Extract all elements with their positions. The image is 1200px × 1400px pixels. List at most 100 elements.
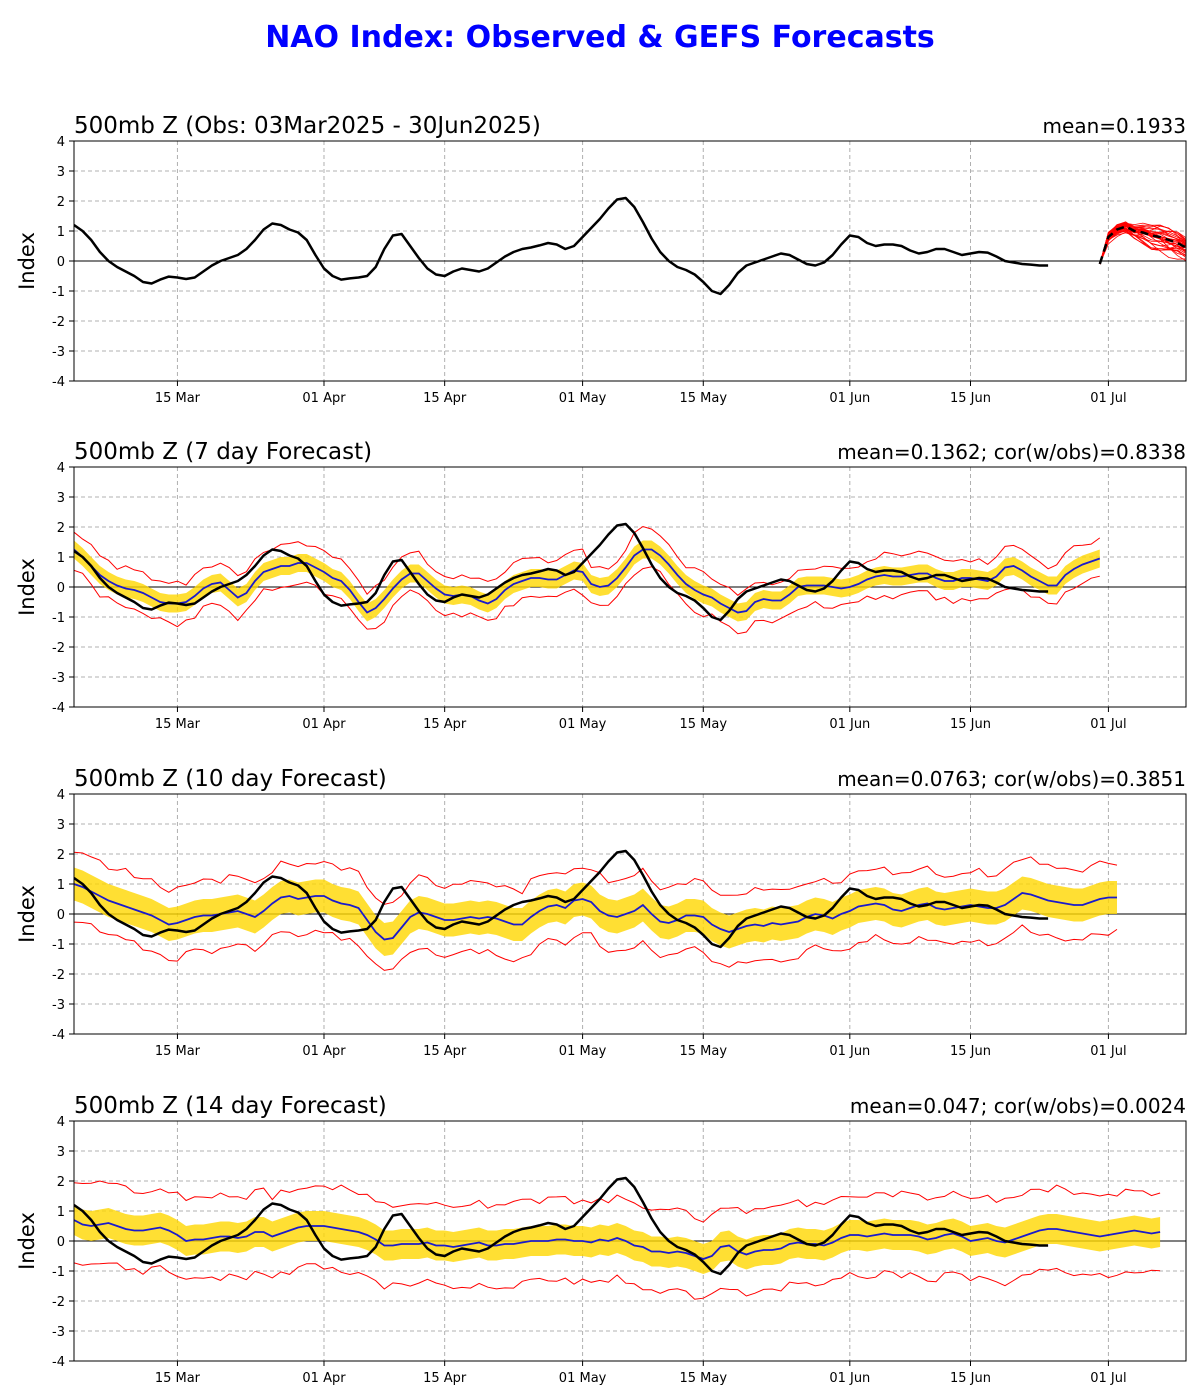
y-tick-label: 0 [57, 908, 65, 923]
ensemble-member-line [1099, 231, 1186, 265]
y-tick-label: -4 [52, 375, 65, 390]
y-tick-label: 2 [57, 521, 65, 536]
x-tick-label: 01 Apr [302, 717, 346, 732]
y-axis-label: Index [15, 1212, 39, 1270]
y-tick-label: -1 [52, 611, 65, 626]
x-tick-label: 01 May [559, 391, 607, 406]
y-tick-label: 4 [57, 1115, 65, 1130]
x-tick-label: 01 Jun [829, 1044, 870, 1059]
y-tick-label: 3 [57, 1145, 65, 1160]
panel-title: 500mb Z (Obs: 03Mar2025 - 30Jun2025) [74, 113, 541, 139]
y-tick-label: 0 [57, 1235, 65, 1250]
y-tick-label: 1 [57, 551, 65, 566]
observed-line [74, 1176, 1049, 1276]
ensemble-member-line [1099, 226, 1186, 265]
y-tick-label: -2 [52, 315, 65, 330]
spread-band [74, 540, 1100, 622]
x-tick-label: 15 Jun [950, 1044, 991, 1059]
ensemble-member-line [1099, 222, 1186, 265]
x-tick-label: 15 May [679, 717, 727, 732]
spread-band [74, 1205, 1161, 1274]
y-tick-label: 4 [57, 461, 65, 476]
y-tick-label: 4 [57, 788, 65, 803]
y-tick-label: 3 [57, 818, 65, 833]
panel-title: 500mb Z (14 day Forecast) [74, 1093, 387, 1119]
x-tick-label: 01 Apr [302, 391, 346, 406]
panel-frame [73, 1120, 1187, 1362]
plot-area [74, 196, 1186, 296]
x-tick-label: 15 Apr [423, 717, 467, 732]
panel-title: 500mb Z (7 day Forecast) [74, 439, 372, 465]
x-tick-label: 15 Jun [950, 717, 991, 732]
y-axis-label: Index [15, 885, 39, 943]
y-tick-label: 0 [57, 255, 65, 270]
y-tick-label: 3 [57, 165, 65, 180]
y-tick-label: 2 [57, 1175, 65, 1190]
y-tick-label: -3 [52, 1325, 65, 1340]
y-tick-label: -2 [52, 641, 65, 656]
panel-title: 500mb Z (10 day Forecast) [74, 766, 387, 792]
x-tick-label: 01 Jun [829, 717, 870, 732]
ensemble-member-line [1099, 229, 1186, 265]
y-tick-label: -3 [52, 345, 65, 360]
panel-3: 500mb Z (10 day Forecast) mean=0.0763; co… [15, 766, 1187, 1059]
y-tick-label: -1 [52, 285, 65, 300]
y-tick-label: -3 [52, 671, 65, 686]
panel-stat: mean=0.1933 [1043, 114, 1186, 138]
x-tick-label: 01 Jul [1090, 1371, 1126, 1386]
y-tick-label: -1 [52, 938, 65, 953]
x-tick-label: 01 Jul [1090, 1044, 1126, 1059]
envelope-min-line [74, 1262, 1161, 1300]
x-tick-label: 15 Apr [423, 1044, 467, 1059]
y-tick-label: 2 [57, 195, 65, 210]
x-tick-label: 15 May [679, 391, 727, 406]
observed-line [74, 196, 1049, 296]
ensemble-member-line [1099, 222, 1186, 265]
y-tick-label: -4 [52, 1028, 65, 1043]
y-tick-label: -2 [52, 1295, 65, 1310]
y-tick-label: -4 [52, 701, 65, 716]
observed-line [74, 522, 1049, 622]
x-tick-label: 15 Apr [423, 1371, 467, 1386]
envelope-min-line [74, 566, 1100, 635]
panel-stat: mean=0.047; cor(w/obs)=0.0024 [850, 1094, 1186, 1118]
x-tick-label: 15 Mar [155, 391, 201, 406]
y-tick-label: -3 [52, 998, 65, 1013]
y-tick-label: 1 [57, 878, 65, 893]
y-tick-label: -4 [52, 1355, 65, 1370]
forecast-mean-line [1098, 225, 1186, 265]
panel-4: 500mb Z (14 day Forecast) mean=0.047; cor… [15, 1093, 1187, 1386]
x-tick-label: 01 Apr [302, 1371, 346, 1386]
y-tick-label: 1 [57, 1205, 65, 1220]
x-tick-label: 15 Apr [423, 391, 467, 406]
y-tick-label: 0 [57, 581, 65, 596]
envelope-min-line [74, 921, 1118, 971]
panel-stat: mean=0.0763; cor(w/obs)=0.3851 [837, 767, 1186, 791]
y-tick-label: -2 [52, 968, 65, 983]
x-tick-label: 15 Jun [950, 391, 991, 406]
panel-1: 500mb Z (Obs: 03Mar2025 - 30Jun2025) mean… [15, 113, 1187, 406]
panel-frame [73, 140, 1187, 382]
x-tick-label: 01 Jun [829, 1371, 870, 1386]
x-tick-label: 01 Jul [1090, 391, 1126, 406]
ensemble-mean-line [74, 883, 1117, 941]
x-tick-label: 01 May [559, 1371, 607, 1386]
ensemble-mean-line [74, 1219, 1161, 1260]
panel-frame [73, 466, 1187, 708]
x-tick-label: 15 Mar [155, 1044, 201, 1059]
x-tick-label: 01 Jul [1090, 717, 1126, 732]
ensemble-member-line [1099, 230, 1186, 265]
spread-band [74, 867, 1117, 956]
x-tick-label: 01 May [559, 717, 607, 732]
y-axis-label: Index [15, 232, 39, 290]
panel-2: 500mb Z (7 day Forecast) mean=0.1362; cor… [15, 439, 1187, 732]
y-axis-label: Index [15, 558, 39, 616]
y-tick-label: 4 [57, 135, 65, 150]
observed-line [74, 849, 1049, 949]
ensemble-member-line [1099, 224, 1186, 265]
x-tick-label: 01 Apr [302, 1044, 346, 1059]
x-tick-label: 01 Jun [829, 391, 870, 406]
x-tick-label: 15 May [679, 1371, 727, 1386]
y-tick-label: 1 [57, 225, 65, 240]
